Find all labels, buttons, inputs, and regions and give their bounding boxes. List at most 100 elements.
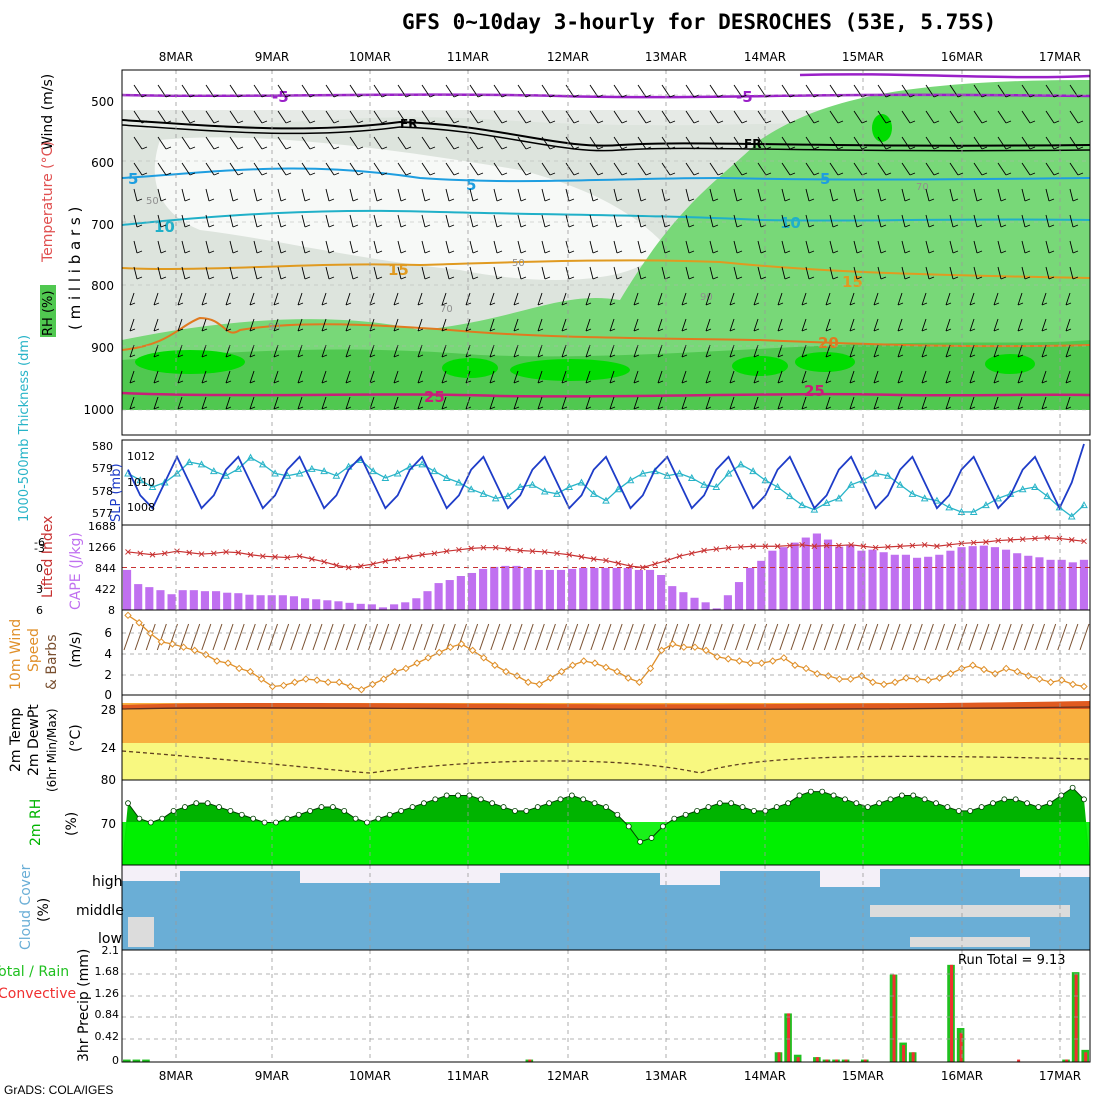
wind-barb [134, 623, 145, 651]
upper-barb [441, 292, 447, 306]
upper-barb [469, 266, 474, 280]
upper-barb [253, 136, 263, 150]
upper-barb-tick [981, 146, 988, 150]
upper-barb-tick [664, 224, 671, 228]
upper-barb [685, 136, 695, 150]
cape-bar [779, 547, 788, 610]
upper-barb [897, 370, 903, 384]
upper-barb [1045, 214, 1050, 228]
wind-barb [779, 623, 790, 651]
precip-total-bar [132, 1059, 141, 1062]
panel-frame-slp [121, 439, 1091, 526]
rh2m-point [352, 815, 359, 822]
upper-barb-tick [520, 250, 527, 254]
rh2m-point [819, 788, 826, 795]
thickness-point [283, 471, 292, 479]
ytick-temp: 24 [101, 741, 116, 755]
li-point [149, 551, 156, 558]
rh2m-point [204, 800, 211, 807]
rh2m-point [364, 819, 370, 826]
upper-barb-tick [777, 328, 784, 332]
upper-barb-tick [249, 354, 256, 358]
upper-barb-tick [789, 146, 796, 150]
cape-bar [768, 550, 777, 610]
upper-barb [609, 292, 615, 306]
wind-barb [968, 623, 979, 651]
upper-barb-tick [280, 198, 287, 202]
upper-barb-tick [357, 94, 364, 98]
rh-contour-label: 70 [440, 304, 453, 315]
precip-conv-bar [825, 1059, 829, 1062]
upper-barb-tick [441, 380, 448, 384]
upper-barb-tick [352, 224, 359, 228]
upper-barb [225, 318, 231, 332]
upper-barb-tick [777, 380, 784, 384]
upper-barb-tick [381, 146, 388, 150]
upper-barb-tick [177, 302, 184, 306]
upper-barb-tick [712, 276, 719, 280]
upper-barb [777, 318, 783, 332]
li-point [358, 563, 364, 569]
upper-barb [973, 266, 978, 280]
wind-barb [1068, 623, 1079, 651]
cape-bar [134, 584, 143, 610]
upper-barb [537, 344, 543, 358]
wind-barb [768, 623, 779, 651]
upper-barb-tick [885, 146, 892, 150]
li-point [934, 543, 940, 550]
upper-barb-tick [609, 380, 616, 384]
thickness-point [871, 469, 880, 477]
li-point [615, 560, 622, 567]
wind-speed-point [869, 678, 877, 686]
upper-barb-tick [873, 354, 880, 358]
li-point [885, 544, 891, 550]
cape-bar [512, 565, 521, 610]
upper-barb [733, 266, 738, 280]
upper-barb-tick [904, 224, 911, 228]
upper-barb [513, 344, 519, 358]
wind-speed-point [535, 680, 544, 689]
upper-barb-tick [345, 302, 352, 306]
precip-conv-bar [835, 1059, 839, 1062]
li-point [345, 564, 352, 571]
upper-barb-tick [633, 406, 640, 410]
upper-barb-tick [993, 406, 1000, 410]
upper-barb [1069, 214, 1074, 228]
upper-barb-tick [832, 250, 839, 254]
upper-barb [849, 396, 855, 410]
upper-barb [657, 292, 663, 306]
ytick-temp: 80 [101, 773, 116, 787]
upper-barb [1041, 344, 1047, 358]
cape-bar [412, 598, 421, 610]
upper-barb-tick [225, 302, 232, 306]
upper-barb [421, 266, 426, 280]
upper-barb-tick [261, 94, 268, 98]
upper-barb-tick [201, 354, 208, 358]
upper-barb-tick [537, 354, 544, 358]
rh2m-point [409, 804, 416, 810]
upper-barb-tick [448, 276, 455, 280]
upper-barb [877, 214, 882, 228]
upper-barb-tick [909, 172, 916, 176]
upper-barb-tick [777, 302, 784, 306]
upper-barb-tick [705, 406, 712, 410]
upper-barb-tick [561, 328, 568, 332]
upper-barb-tick [232, 224, 239, 228]
rh2m-point [250, 815, 257, 822]
upper-barb-tick [136, 276, 143, 280]
precip-conv-bar [787, 1013, 791, 1062]
upper-barb-tick [921, 354, 928, 358]
upper-barb [657, 344, 663, 358]
upper-barb-tick [405, 120, 412, 124]
precip-conv-bar [863, 1059, 867, 1062]
upper-barb-tick [328, 198, 335, 202]
upper-barb-tick [597, 146, 604, 150]
upper-barb [825, 396, 831, 410]
ylabel-dewpt: 2m DewPt [26, 704, 42, 776]
cape-bar [378, 607, 388, 610]
thickness-point [602, 496, 610, 504]
cape-bar [645, 569, 655, 610]
li-point [541, 549, 548, 555]
li-point [811, 543, 818, 550]
upper-barb [753, 318, 759, 332]
